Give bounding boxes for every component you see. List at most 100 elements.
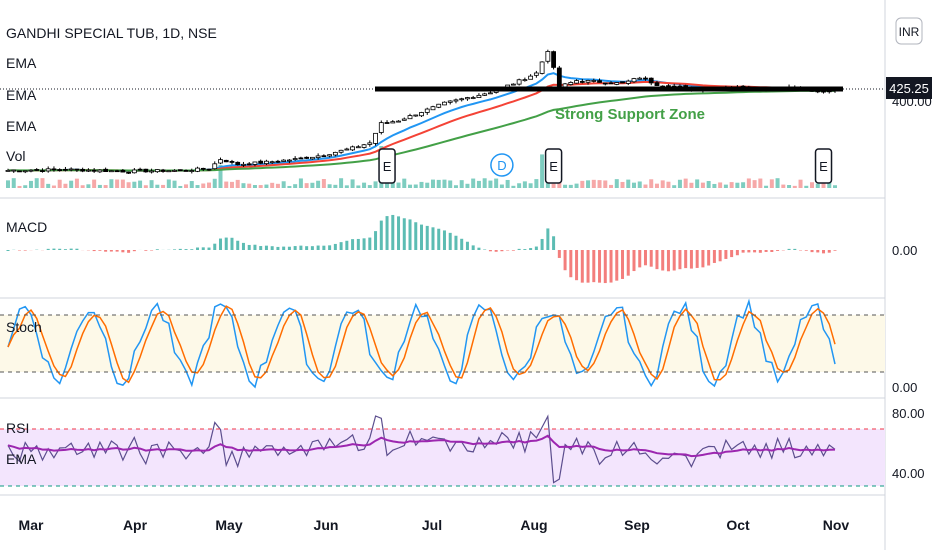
- volume-bar: [724, 185, 728, 188]
- candle-body: [293, 159, 297, 160]
- candle-body: [460, 99, 464, 100]
- volume-bar: [420, 182, 424, 188]
- macd-bar: [311, 246, 314, 250]
- candle-body: [552, 52, 556, 68]
- volume-bar: [638, 181, 642, 188]
- macd-bar: [736, 250, 739, 255]
- volume-bar: [282, 181, 286, 188]
- candle-body: [632, 79, 636, 82]
- macd-bar: [334, 244, 337, 250]
- candle-body: [161, 170, 165, 171]
- volume-bar: [552, 184, 556, 188]
- candle-body: [173, 170, 177, 171]
- macd-bar: [409, 219, 412, 250]
- macd-bar: [512, 250, 515, 251]
- legend-vol[interactable]: Vol: [6, 148, 25, 164]
- macd-bar: [564, 250, 567, 270]
- macd-bar: [276, 247, 279, 250]
- candle-body: [92, 170, 96, 171]
- legend-rsi-ema[interactable]: EMA: [6, 451, 37, 467]
- candle-body: [138, 169, 142, 170]
- candle-body: [29, 170, 33, 171]
- legend-ema-1[interactable]: EMA: [6, 55, 37, 71]
- legend-ema-3[interactable]: EMA: [6, 118, 37, 134]
- volume-bar: [196, 185, 200, 188]
- volume-bar: [35, 178, 39, 188]
- macd-bar: [529, 248, 532, 250]
- candle-body: [207, 169, 211, 170]
- candle-body: [218, 160, 222, 163]
- candle-body: [201, 168, 205, 169]
- macd-bar: [667, 250, 670, 271]
- candle-body: [63, 169, 67, 170]
- volume-bar: [563, 185, 567, 188]
- volume-bar: [810, 182, 814, 188]
- macd-bar: [386, 216, 389, 250]
- volume-bar: [500, 185, 504, 188]
- macd-bar: [431, 227, 434, 250]
- month-label: Apr: [123, 517, 148, 533]
- macd-bar: [121, 250, 124, 252]
- event-marker-2[interactable]: D: [491, 154, 513, 176]
- macd-bar: [288, 247, 291, 250]
- volume-bar: [144, 185, 148, 188]
- macd-bar: [788, 249, 791, 250]
- candle-body: [276, 161, 280, 162]
- candle-body: [488, 93, 492, 94]
- volume-bar: [230, 182, 234, 188]
- volume-bar: [471, 179, 475, 188]
- legend-ema-2[interactable]: EMA: [6, 87, 37, 103]
- event-marker-1[interactable]: E: [379, 149, 395, 183]
- macd-bar: [742, 250, 745, 253]
- volume-bar: [534, 179, 538, 188]
- volume-bar: [293, 184, 297, 188]
- legend-macd[interactable]: MACD: [6, 219, 47, 235]
- volume-bar: [465, 184, 469, 188]
- legend-stoch[interactable]: Stoch: [6, 319, 42, 335]
- macd-bar: [265, 246, 268, 250]
- volume-bar: [115, 180, 119, 188]
- macd-bar: [443, 230, 446, 250]
- macd-bar: [202, 247, 205, 250]
- macd-bar: [24, 250, 27, 251]
- volume-bar: [799, 180, 803, 188]
- volume-bar: [104, 185, 108, 188]
- candle-body: [109, 171, 113, 172]
- candle-body: [649, 78, 653, 83]
- candle-body: [150, 171, 154, 172]
- volume-bar: [92, 180, 96, 188]
- event-marker-3[interactable]: E: [546, 149, 562, 183]
- volume-bar: [374, 181, 378, 188]
- event-marker-4[interactable]: E: [816, 149, 832, 183]
- macd-bar: [765, 250, 768, 252]
- macd-bar: [811, 250, 814, 252]
- candle-body: [563, 84, 567, 87]
- candle-body: [184, 170, 188, 171]
- candle-body: [282, 160, 286, 161]
- macd-bar: [834, 250, 837, 251]
- macd-bar: [684, 250, 687, 268]
- volume-bar: [207, 183, 211, 188]
- macd-bar: [144, 250, 147, 251]
- macd-bar: [47, 249, 50, 250]
- candle-body: [299, 158, 303, 159]
- volume-bar: [397, 183, 401, 188]
- macd-bar: [541, 239, 544, 250]
- volume-bar: [270, 183, 274, 188]
- volume-bar: [190, 181, 194, 188]
- macd-bar: [294, 246, 297, 250]
- volume-bar: [643, 185, 647, 188]
- candle-body: [17, 171, 21, 172]
- price-axis[interactable]: INR 400.00 425.25 0.00 0.00 80.00 40.00: [886, 18, 932, 481]
- legend-rsi[interactable]: RSI: [6, 420, 29, 436]
- axis-rsi-80: 80.00: [892, 406, 925, 421]
- volume-bar: [787, 185, 791, 188]
- macd-bar: [655, 250, 658, 269]
- candle-body: [253, 162, 257, 164]
- volume-bar: [511, 186, 515, 188]
- volume-bar: [764, 186, 768, 188]
- macd-bar: [374, 231, 377, 250]
- currency-label: INR: [899, 25, 920, 39]
